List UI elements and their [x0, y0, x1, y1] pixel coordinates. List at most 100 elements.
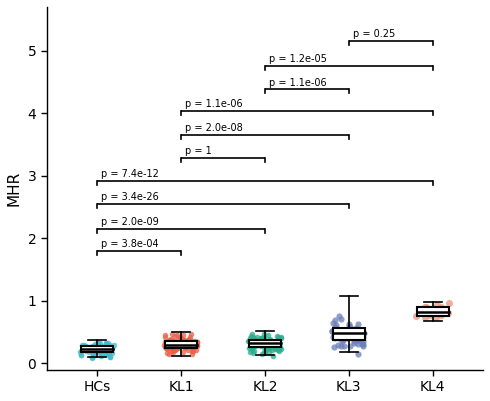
Point — [432, 314, 440, 321]
Point — [247, 343, 255, 350]
Point — [270, 343, 278, 349]
Point — [263, 342, 270, 348]
Point — [247, 340, 255, 346]
Text: p = 7.4e-12: p = 7.4e-12 — [101, 169, 159, 179]
Point — [102, 340, 110, 346]
Point — [254, 342, 262, 348]
Point — [269, 353, 276, 360]
Point — [179, 343, 187, 349]
Point — [189, 348, 197, 354]
Point — [272, 338, 280, 344]
Point — [358, 341, 366, 348]
Point — [95, 340, 102, 346]
Point — [85, 348, 93, 355]
Point — [93, 344, 101, 351]
Point — [264, 332, 272, 338]
Point — [329, 334, 337, 340]
Point — [249, 341, 257, 348]
Point — [442, 310, 450, 316]
Point — [351, 327, 359, 334]
Point — [95, 345, 103, 352]
Point — [354, 321, 362, 327]
Point — [246, 334, 254, 341]
Point — [261, 348, 269, 355]
Point — [88, 348, 96, 355]
Point — [257, 340, 265, 347]
Point — [188, 338, 196, 344]
Point — [193, 339, 200, 345]
Point — [348, 330, 356, 336]
Point — [96, 348, 103, 354]
Text: p = 3.4e-26: p = 3.4e-26 — [101, 192, 159, 202]
Point — [277, 334, 285, 340]
Text: p = 2.0e-09: p = 2.0e-09 — [101, 217, 159, 227]
Point — [260, 334, 268, 341]
Point — [163, 342, 171, 348]
Point — [331, 332, 339, 338]
Point — [345, 323, 353, 329]
Point — [265, 345, 273, 351]
Point — [249, 334, 257, 340]
Point — [165, 344, 173, 351]
Point — [80, 345, 88, 351]
Point — [265, 339, 273, 345]
Point — [333, 322, 341, 328]
Point — [101, 348, 109, 354]
Point — [177, 337, 185, 343]
Point — [174, 342, 182, 348]
Point — [185, 340, 193, 346]
Point — [247, 341, 255, 347]
Point — [81, 347, 89, 353]
Point — [102, 350, 110, 357]
Point — [248, 344, 256, 350]
Point — [193, 341, 201, 348]
Point — [110, 342, 118, 348]
Point — [433, 302, 441, 308]
Point — [187, 344, 195, 351]
Point — [258, 340, 266, 346]
Point — [359, 343, 367, 349]
Point — [107, 345, 115, 352]
Point — [172, 346, 179, 352]
Point — [268, 347, 276, 354]
Point — [103, 344, 111, 350]
Point — [107, 344, 115, 351]
Point — [166, 350, 173, 357]
Point — [175, 342, 183, 348]
Point — [266, 336, 273, 343]
Point — [244, 338, 252, 344]
Point — [161, 332, 169, 338]
Point — [191, 337, 199, 344]
Text: p = 1.1e-06: p = 1.1e-06 — [269, 78, 327, 87]
Text: p = 0.25: p = 0.25 — [353, 29, 395, 39]
Point — [246, 349, 254, 356]
Point — [341, 327, 348, 334]
Point — [163, 339, 171, 345]
Point — [342, 330, 350, 336]
Point — [253, 337, 261, 344]
Bar — [165, 341, 197, 348]
Point — [170, 346, 178, 353]
Point — [253, 340, 261, 346]
Point — [179, 340, 187, 347]
Y-axis label: MHR: MHR — [7, 171, 22, 206]
Point — [274, 339, 282, 346]
Point — [273, 344, 281, 350]
Point — [354, 335, 362, 342]
Point — [163, 342, 171, 348]
Point — [174, 336, 182, 343]
Point — [266, 339, 274, 346]
Point — [263, 342, 271, 349]
Point — [249, 338, 257, 344]
Point — [166, 341, 174, 347]
Point — [331, 334, 339, 340]
Point — [268, 344, 275, 350]
Point — [101, 346, 109, 352]
Point — [84, 347, 92, 353]
Point — [193, 339, 201, 345]
Point — [328, 328, 336, 334]
Point — [100, 348, 108, 354]
Point — [170, 345, 177, 351]
Bar — [333, 328, 365, 340]
Point — [245, 344, 253, 351]
